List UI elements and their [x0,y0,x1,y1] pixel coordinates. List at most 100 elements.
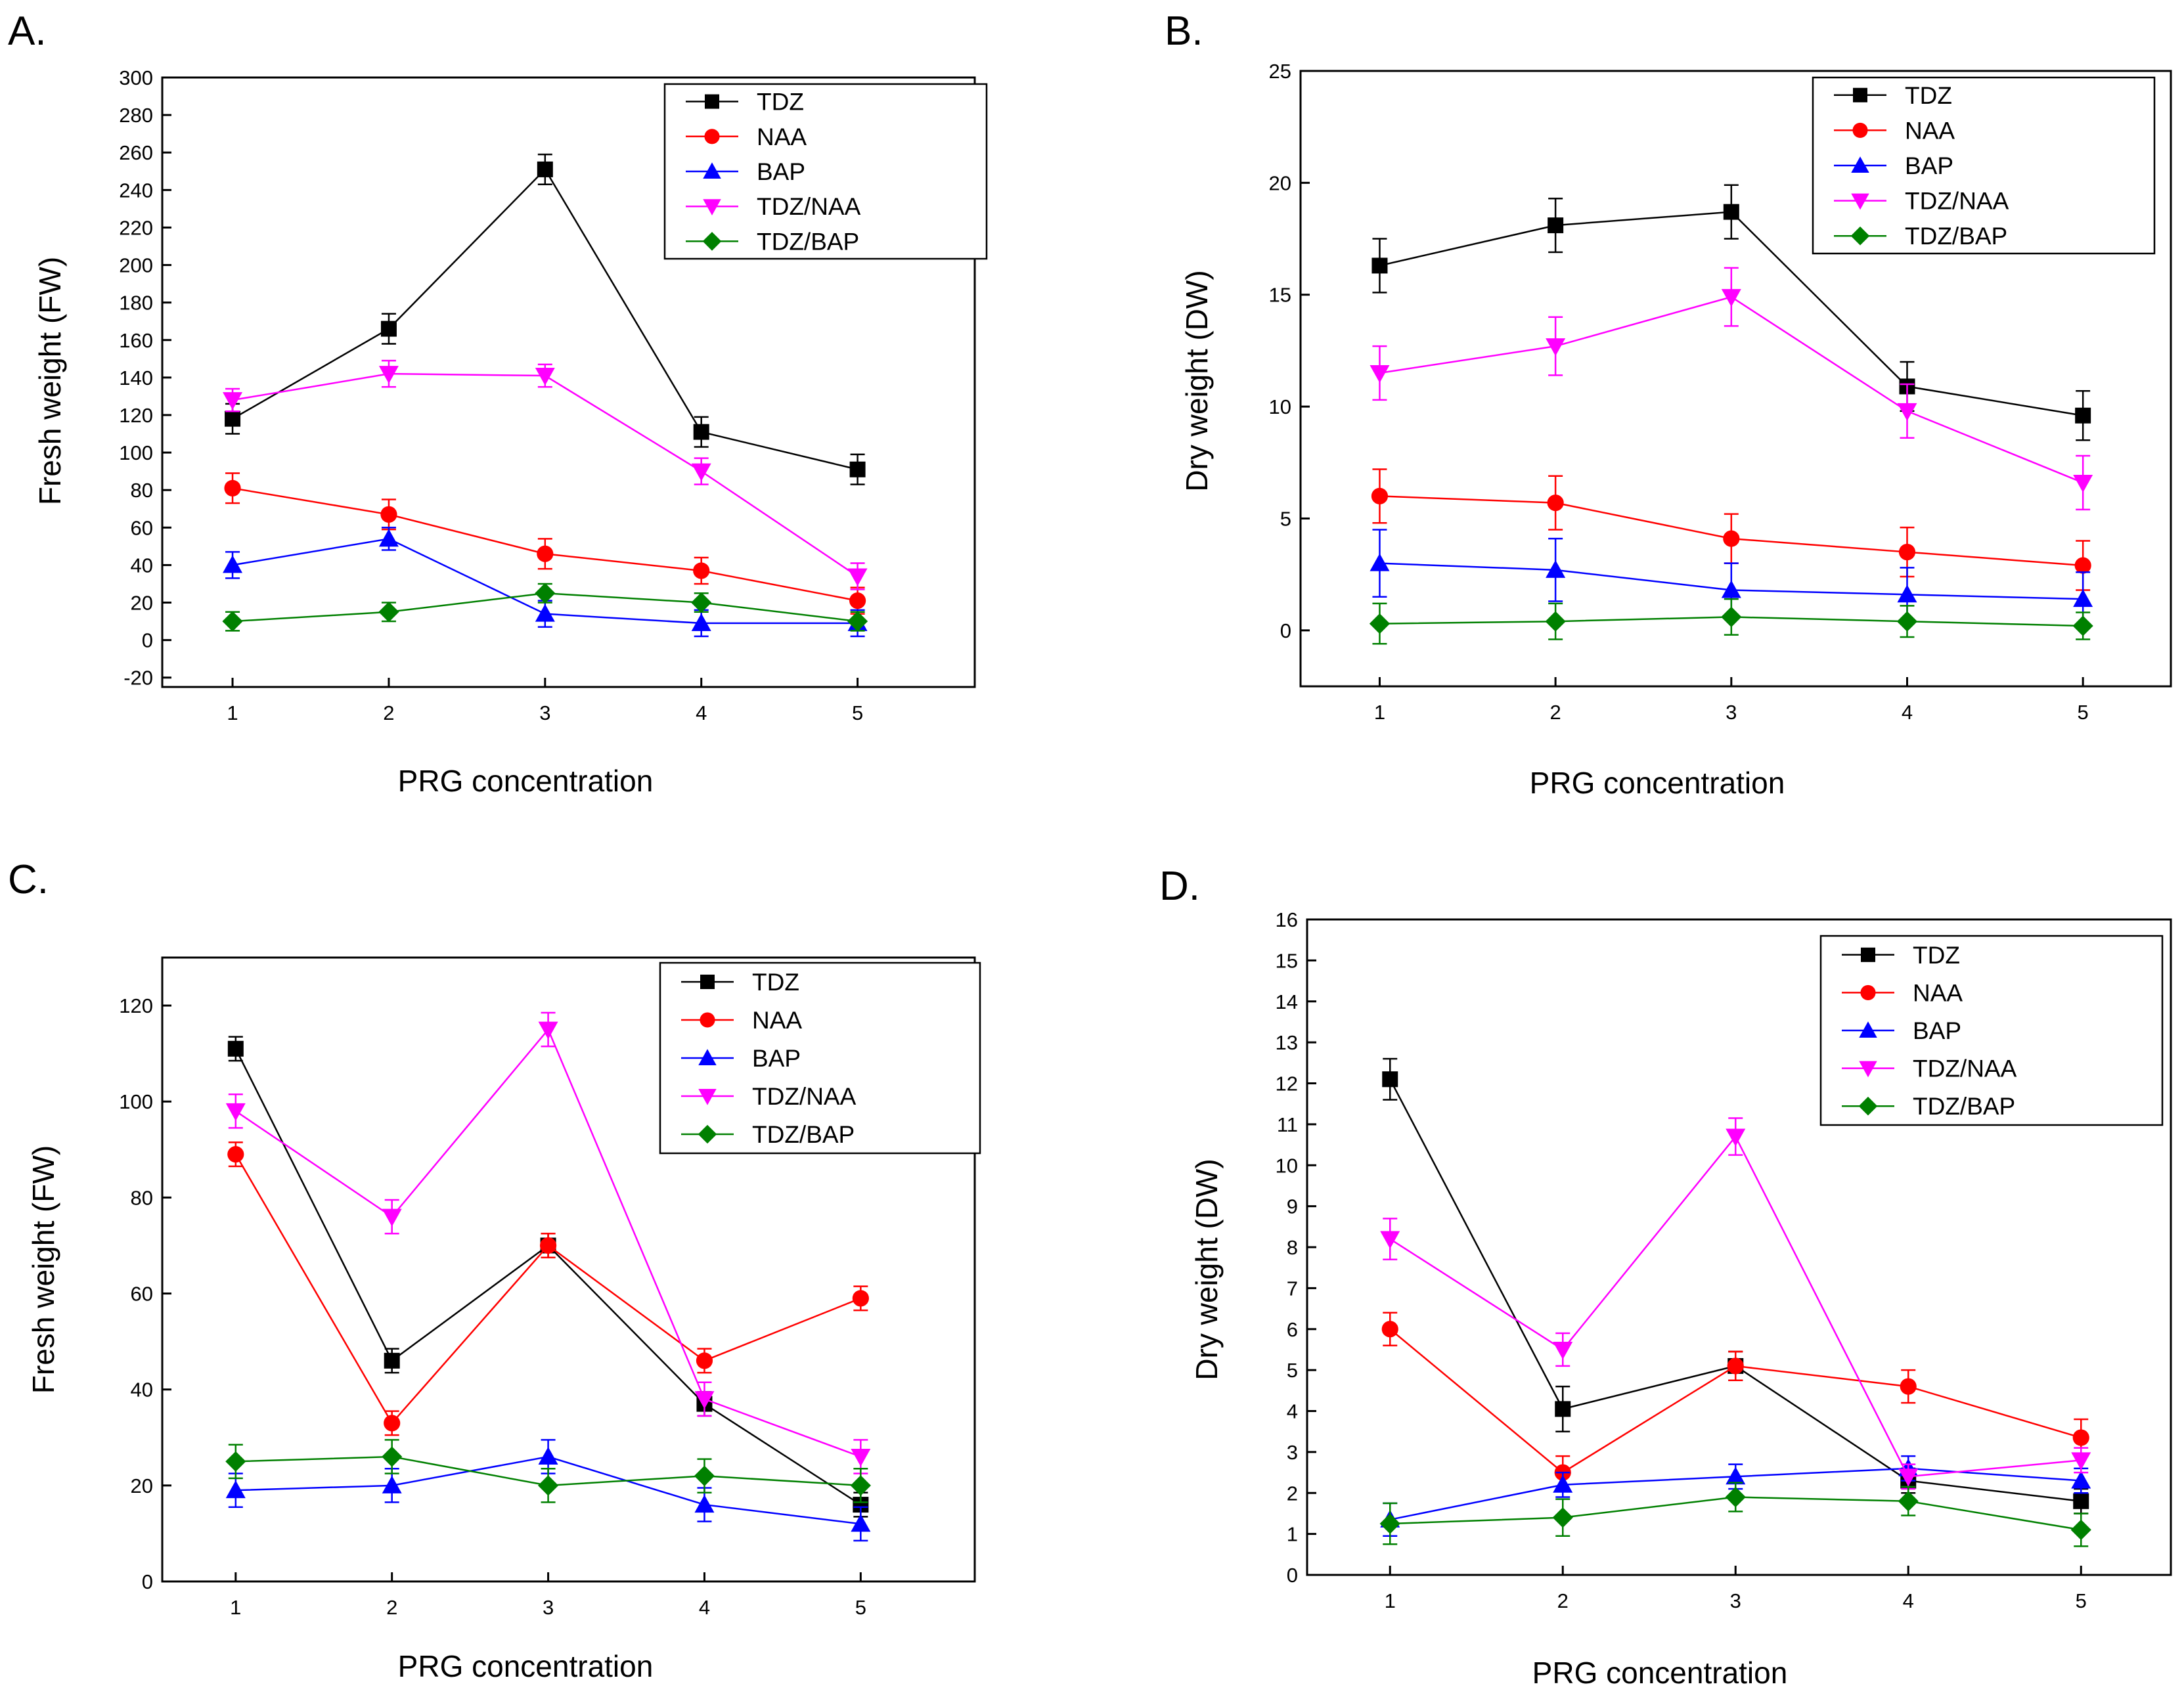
panel-a-ytick-label: 260 [119,141,153,164]
panel-c-series-bap-point [382,1475,402,1493]
panel-a-series-tdz-naa [223,359,868,590]
panel-c-series-naa-point [696,1352,713,1369]
panel-c-label: C. [8,857,49,902]
panel-b-series-bap-point [1546,560,1566,578]
panel-a-series-tdz-bap [222,583,868,632]
panel-d-series-tdz-bap-point [1552,1507,1573,1528]
panel-b-series-bap-point [1897,585,1917,603]
panel-a-legend-label: TDZ [757,89,804,116]
panel-c-xtick-label: 2 [386,1596,397,1619]
panel-b-xtick-label: 1 [1374,701,1385,724]
panel-b-legend-marker [1851,193,1869,210]
panel-b-series-tdz-point [1371,257,1388,274]
panel-a-series-tdz-point [849,461,866,477]
panel-a-series-tdz-naa-point [847,568,868,586]
panel-d-series-tdz-bap-point [2070,1519,2091,1540]
panel-d-series-tdz-bap-point [1379,1513,1400,1534]
panel-c-series-naa-point [227,1146,244,1163]
panel-c-series-tdz-naa-point [538,1021,558,1040]
panel-a-x-axis-title: PRG concentration [398,764,654,798]
panel-b-ytick-label: 0 [1280,619,1291,642]
panel-b-ytick-label: 10 [1269,395,1291,418]
panel-a-ytick-label: 300 [119,66,153,89]
panel-b-series-bap-point [1721,580,1741,598]
panel-a-series-tdz-point [693,424,709,440]
panel-d-legend-label: TDZ/BAP [1913,1093,2015,1120]
panel-d-series-tdz-bap-point [1725,1486,1746,1508]
panel-d-legend-label: TDZ [1913,942,1960,969]
panel-b-series-tdz-bap-point [1369,613,1391,634]
panel-b-series-naa-point [1898,543,1916,561]
panel-c-series-tdz-naa-point [851,1449,871,1467]
panel-a-series-tdz-naa-point [378,366,399,384]
panel-d-legend-marker [1859,1021,1877,1038]
panel-d-ytick-label: 1 [1287,1523,1298,1546]
panel-a-ytick-label: 20 [131,592,153,615]
panel-d-legend: TDZ NAA BAP TDZ/NAA TDZ/BAP [1819,935,2164,1126]
panel-b-series-tdz-bap-point [1545,611,1566,632]
panel-b-series-tdz-naa-point [1546,338,1566,357]
panel-b-legend-label: BAP [1905,152,1953,179]
panel-c-series-tdz-naa-point [225,1103,246,1121]
panel-c-series-tdz-naa-point [382,1208,402,1227]
panel-b-ytick-label: 20 [1269,171,1291,194]
panel-d-ytick-label: 14 [1276,990,1298,1013]
panel-b-legend-label: NAA [1905,117,1955,144]
panel-b-ytick-label: 15 [1269,284,1291,307]
panel-d-legend-label: TDZ/NAA [1913,1055,2017,1082]
panel-a-series-bap-point [378,529,399,547]
panel-d-ytick-label: 8 [1287,1236,1298,1259]
panel-c-series-tdz-bap-point [850,1475,871,1496]
panel-c-xtick-label: 1 [230,1596,241,1619]
panel-b-series-tdz-naa-point [1897,403,1917,421]
panel-d-x-axis-title: PRG concentration [1532,1656,1788,1690]
panel-c-series-tdz-bap [225,1439,871,1503]
panel-c-series-tdz-bap-point [382,1446,403,1467]
panel-b-series-tdz-point [1548,217,1564,234]
panel-b-series-tdz-naa-point [1721,289,1741,307]
panel-a-series-tdz-naa-point [691,463,711,481]
panel-b-legend-label: TDZ/NAA [1905,188,2009,215]
panel-d-ytick-label: 16 [1276,908,1298,931]
panel-a-series-naa-point [693,562,710,579]
panel-d-ytick-label: 0 [1287,1564,1298,1587]
panel-d-series-tdz-naa-point [2071,1452,2091,1470]
panel-a-legend-label: BAP [757,158,805,185]
panel-c-ytick-label: 120 [119,994,153,1017]
panel-c-series-naa [227,1141,869,1436]
panel-b-legend-marker [1852,122,1868,138]
panel-a-ytick-label: 40 [131,554,153,577]
panel-c: C. 0 20 40 60 80 100 120 1 2 3 4 5 PRG concentration F… [8,857,981,1683]
panel-d-legend-marker [1859,1061,1877,1078]
panel-c-legend-marker [700,975,715,989]
panel-c-series-naa-point [384,1415,401,1432]
panel-d-ytick-label: 7 [1287,1277,1298,1300]
panel-b-series-bap-point [2073,589,2093,608]
panel-a-legend-marker [703,162,721,179]
panel-a-ytick-label: 60 [131,516,153,539]
panel-d-ytick-label: 2 [1287,1482,1298,1505]
panel-a-series-tdz-bap-point [691,592,712,613]
panel-a-series-bap-point [223,555,243,573]
panel-d-series-tdz-point [1555,1401,1571,1417]
panel-a-legend-label: TDZ/BAP [757,228,859,255]
panel-d-legend-marker [1858,1096,1878,1116]
panel-d-series-tdz-bap [1379,1482,2091,1547]
panel-d-legend-label: NAA [1913,979,1963,1006]
panel-b-plot-frame [1299,70,2172,688]
panel-d-ytick-label: 11 [1277,1113,1298,1136]
panel-b: B. 0 5 10 15 20 25 1 2 3 4 5 PRG concentration Dry we… [1165,9,2172,800]
panel-d-series-tdz-naa-point [1726,1128,1746,1147]
panel-d-ytick-label: 12 [1276,1072,1298,1095]
panel-d-legend-marker [1860,984,1876,1000]
panel-c-series-bap-point [694,1495,715,1513]
panel-c-series-bap-point [225,1480,246,1499]
panel-b-series-tdz-bap-point [1896,611,1918,632]
panel-c-xtick-label: 4 [699,1596,710,1619]
panel-d-series-naa-point [1381,1321,1398,1338]
panel-a-series-bap-point [535,604,555,622]
panel-a-series-naa-point [224,479,241,497]
panel-c-series-tdz-naa-point [694,1391,715,1409]
panel-b-legend: TDZ NAA BAP TDZ/NAA TDZ/BAP [1812,76,2156,255]
